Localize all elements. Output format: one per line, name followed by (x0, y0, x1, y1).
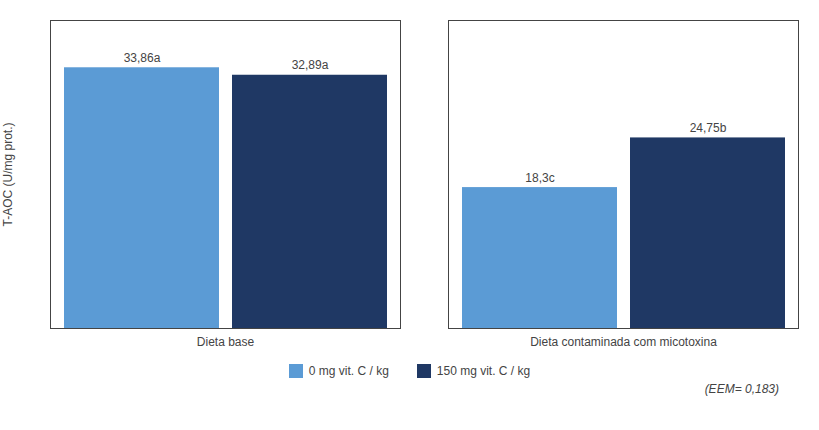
svg-text:32,89a: 32,89a (292, 58, 329, 72)
svg-text:33,86a: 33,86a (124, 51, 161, 65)
html-text:150 mg vit. C / kg: 150 mg vit. C / kg (436, 364, 531, 378)
svg-text:24,75b: 24,75b (690, 121, 727, 135)
svg-text:Dieta contaminada com micotoxi: Dieta contaminada com micotoxina (530, 335, 717, 349)
html-text:(EEM= 0,183): (EEM= 0,183) (704, 382, 779, 396)
svg-text:T-AOC (U/mg prot.): T-AOC (U/mg prot.) (1, 122, 15, 226)
html-text:0 mg vit. C / kg: 0 mg vit. C / kg (308, 364, 389, 378)
svg-text:18,3c: 18,3c (525, 171, 554, 185)
svg-text:Dieta base: Dieta base (197, 335, 255, 349)
